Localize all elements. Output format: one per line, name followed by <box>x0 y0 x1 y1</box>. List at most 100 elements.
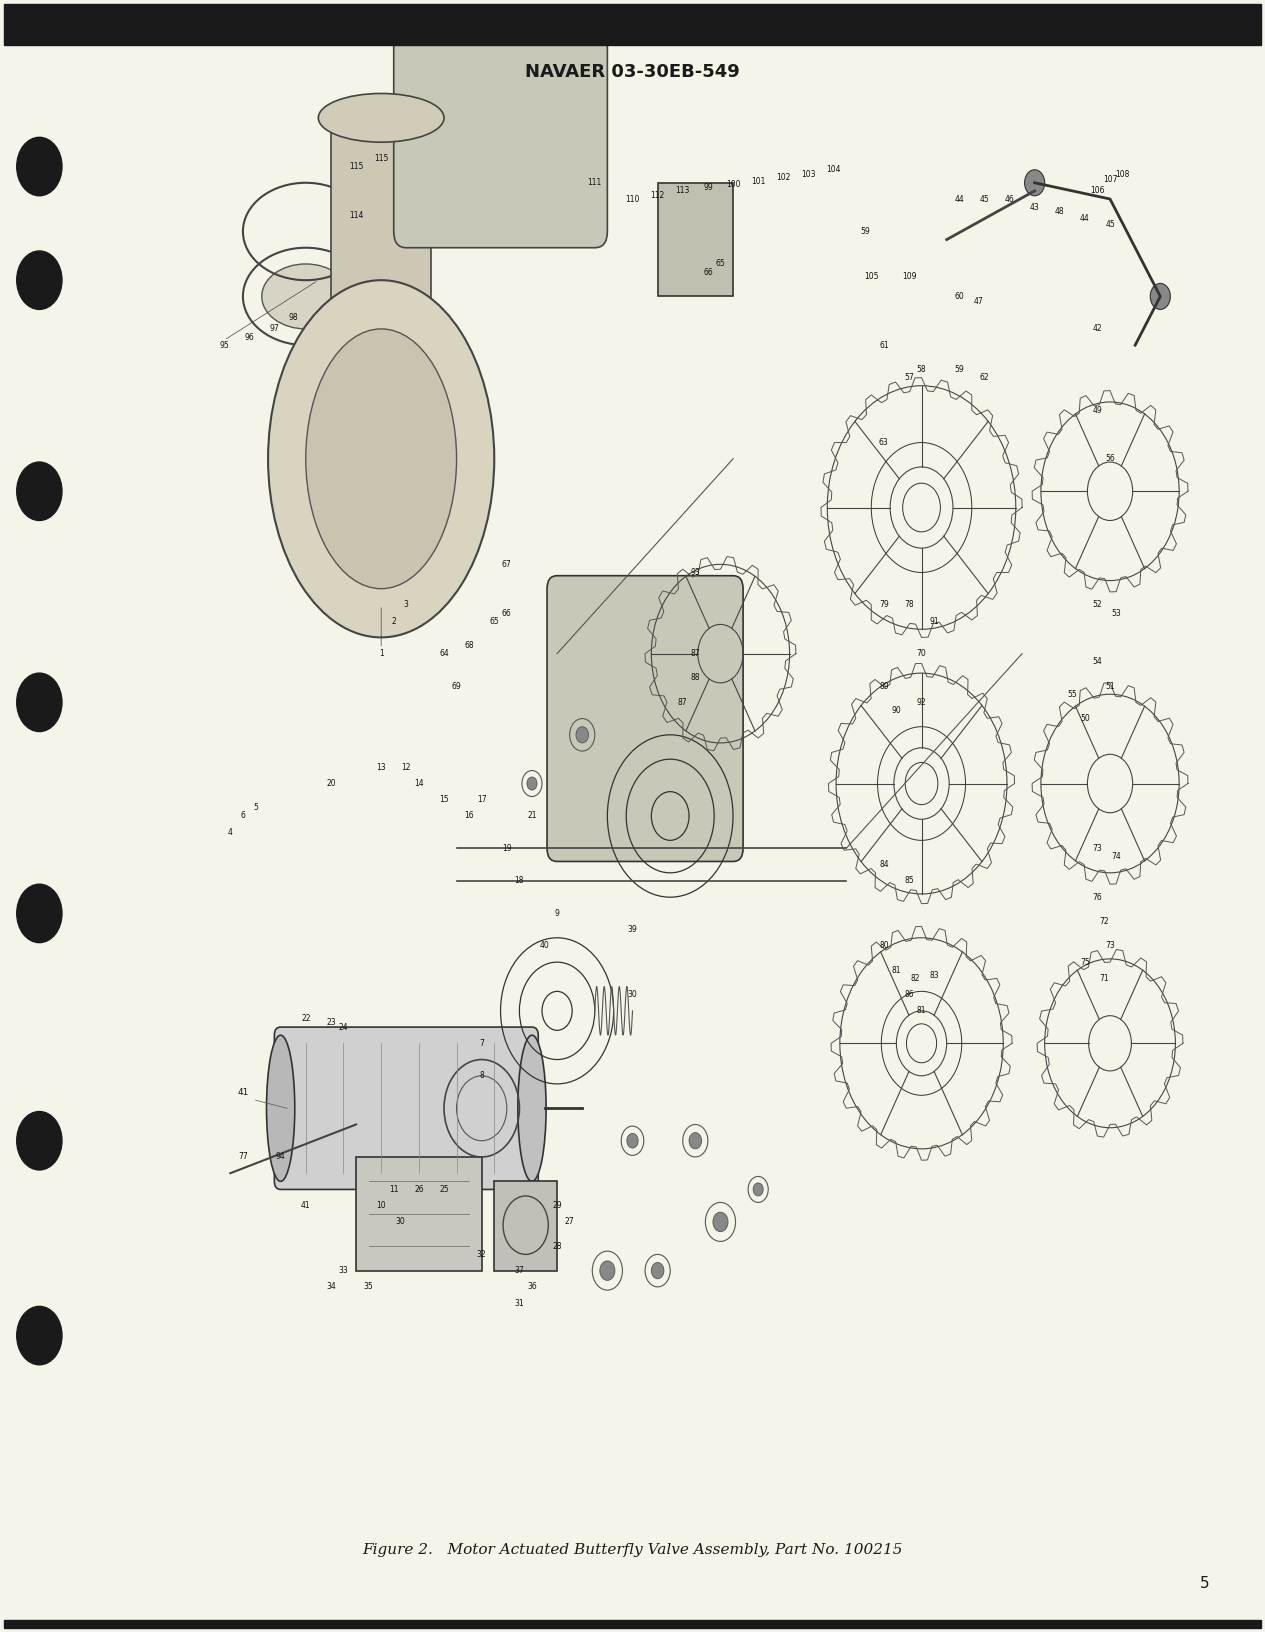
Text: 9: 9 <box>554 909 559 917</box>
Text: 88: 88 <box>691 674 700 682</box>
Text: 46: 46 <box>1004 194 1015 204</box>
Text: 31: 31 <box>515 1299 524 1307</box>
Text: 16: 16 <box>464 811 474 821</box>
Text: 3: 3 <box>404 601 409 609</box>
Circle shape <box>753 1183 763 1196</box>
Text: 44: 44 <box>1080 214 1089 224</box>
Text: 49: 49 <box>1093 406 1102 415</box>
Text: 61: 61 <box>879 341 888 349</box>
Text: 77: 77 <box>238 1152 248 1162</box>
Text: 17: 17 <box>477 795 487 805</box>
Text: 94: 94 <box>276 1152 286 1162</box>
Circle shape <box>689 1133 702 1149</box>
FancyBboxPatch shape <box>546 576 743 862</box>
Bar <box>495 1182 557 1271</box>
Text: 11: 11 <box>388 1185 398 1195</box>
Ellipse shape <box>268 281 495 638</box>
Text: 12: 12 <box>401 762 411 772</box>
Text: 106: 106 <box>1090 186 1104 196</box>
Text: 108: 108 <box>1116 170 1130 180</box>
FancyBboxPatch shape <box>275 1027 538 1190</box>
Circle shape <box>16 137 62 196</box>
Text: 39: 39 <box>627 925 638 934</box>
Text: 45: 45 <box>1106 220 1114 230</box>
Ellipse shape <box>517 1035 546 1182</box>
Bar <box>4 1619 1261 1627</box>
Text: 86: 86 <box>904 991 913 999</box>
Text: 20: 20 <box>326 778 335 788</box>
Text: 44: 44 <box>954 194 964 204</box>
Bar <box>658 183 732 297</box>
Circle shape <box>16 1306 62 1364</box>
Ellipse shape <box>267 1035 295 1182</box>
Text: 55: 55 <box>1068 690 1078 698</box>
Ellipse shape <box>306 330 457 589</box>
Text: 111: 111 <box>588 178 602 188</box>
Text: 99: 99 <box>703 183 712 193</box>
Text: 87: 87 <box>691 650 700 658</box>
Circle shape <box>600 1262 615 1281</box>
Text: 69: 69 <box>452 682 462 690</box>
Bar <box>355 1157 482 1271</box>
Ellipse shape <box>319 93 444 142</box>
Text: 83: 83 <box>930 971 939 979</box>
Ellipse shape <box>262 264 349 330</box>
Text: 105: 105 <box>864 273 878 281</box>
Text: 65: 65 <box>490 617 500 625</box>
Text: 54: 54 <box>1093 658 1102 666</box>
Text: 66: 66 <box>703 268 712 276</box>
Text: 58: 58 <box>917 366 926 374</box>
Text: 92: 92 <box>917 698 926 707</box>
Text: 103: 103 <box>801 170 816 180</box>
Text: 56: 56 <box>1106 454 1114 463</box>
Text: 84: 84 <box>879 860 888 870</box>
Text: 51: 51 <box>1106 682 1114 690</box>
Text: 15: 15 <box>439 795 449 805</box>
Text: 29: 29 <box>553 1201 562 1211</box>
Text: 28: 28 <box>553 1242 562 1250</box>
Text: 102: 102 <box>777 173 791 183</box>
Text: 50: 50 <box>1080 715 1089 723</box>
Text: 116: 116 <box>324 535 338 545</box>
Text: 27: 27 <box>565 1217 574 1226</box>
Text: 53: 53 <box>1112 609 1121 617</box>
Text: 41: 41 <box>301 1201 311 1211</box>
Text: 70: 70 <box>917 650 926 658</box>
Text: 81: 81 <box>892 966 901 974</box>
Text: 81: 81 <box>917 1007 926 1015</box>
Text: 41: 41 <box>238 1087 249 1097</box>
Text: 104: 104 <box>826 165 841 175</box>
Text: 25: 25 <box>439 1185 449 1195</box>
Text: 71: 71 <box>1099 974 1108 982</box>
Text: 6: 6 <box>240 811 245 821</box>
Text: 57: 57 <box>904 374 913 382</box>
Circle shape <box>1150 284 1170 310</box>
Text: 97: 97 <box>269 325 280 333</box>
Text: 42: 42 <box>1093 325 1102 333</box>
Text: 33: 33 <box>339 1266 348 1275</box>
Text: NAVAER 03-30EB-549: NAVAER 03-30EB-549 <box>525 64 740 82</box>
Text: 100: 100 <box>726 180 740 189</box>
Text: 76: 76 <box>1093 893 1102 902</box>
Text: 52: 52 <box>1093 601 1102 609</box>
Text: 110: 110 <box>625 194 640 204</box>
Text: Figure 2.   Motor Actuated Butterfly Valve Assembly, Part No. 100215: Figure 2. Motor Actuated Butterfly Valve… <box>362 1542 903 1557</box>
Text: 68: 68 <box>464 641 474 650</box>
Text: 112: 112 <box>650 191 665 201</box>
FancyBboxPatch shape <box>393 21 607 248</box>
Circle shape <box>651 1263 664 1279</box>
Text: 85: 85 <box>904 876 913 886</box>
Text: 63: 63 <box>879 437 889 447</box>
Text: 21: 21 <box>528 811 536 821</box>
Text: 48: 48 <box>1055 207 1065 217</box>
Text: 59: 59 <box>954 366 964 374</box>
Text: 79: 79 <box>879 601 889 609</box>
Text: 65: 65 <box>716 259 725 268</box>
Text: 36: 36 <box>528 1283 536 1291</box>
Circle shape <box>713 1213 727 1232</box>
Text: 2: 2 <box>391 617 396 625</box>
Text: 114: 114 <box>349 211 363 220</box>
Text: 23: 23 <box>326 1018 335 1027</box>
Text: 78: 78 <box>904 601 913 609</box>
Text: 95: 95 <box>219 341 229 349</box>
